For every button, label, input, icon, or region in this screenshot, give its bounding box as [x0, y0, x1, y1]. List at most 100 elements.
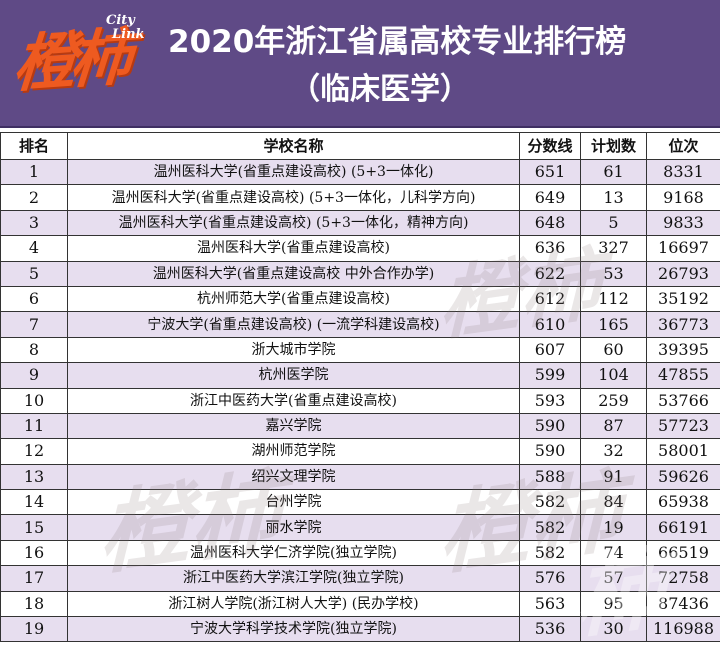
score-cell: 582: [519, 539, 581, 567]
school-name-cell: 温州医科大学仁济学院(独立学院): [67, 539, 520, 567]
rank-cell: 19: [0, 616, 68, 643]
rank-cell: 4: [0, 235, 68, 262]
table-row: 2 温州医科大学(省重点建设高校) (5+3一体化，儿科学方向) 649 13 9168: [0, 184, 720, 211]
logo: 橙柿 City Link: [8, 8, 158, 118]
rank-cell: 8: [0, 336, 68, 364]
rank-cell: 14: [0, 489, 68, 516]
plan-cell: 61: [580, 158, 647, 186]
score-cell: 607: [519, 336, 581, 364]
school-name-cell: 温州医科大学(省重点建设高校) (5+3一体化，儿科学方向): [67, 184, 520, 211]
score-cell: 576: [519, 565, 581, 592]
school-name-cell: 温州医科大学(省重点建设高校) (5+3一体化): [67, 158, 520, 186]
position-cell: 36773: [646, 311, 720, 338]
rank-cell: 12: [0, 438, 68, 465]
plan-cell: 95: [580, 590, 647, 618]
position-cell: 9168: [646, 184, 720, 211]
score-cell: 636: [519, 235, 581, 262]
rank-cell: 10: [0, 387, 68, 414]
position-cell: 39395: [646, 336, 720, 364]
rank-cell: 9: [0, 362, 68, 389]
rank-cell: 13: [0, 463, 68, 491]
rank-cell: 2: [0, 184, 68, 211]
position-cell: 9833: [646, 209, 720, 237]
school-name-cell: 宁波大学(省重点建设高校) (一流学科建设高校): [67, 311, 520, 338]
rank-cell: 11: [0, 412, 68, 440]
plan-cell: 259: [580, 387, 647, 414]
score-cell: 536: [519, 616, 581, 643]
table-body: 1 温州医科大学(省重点建设高校) (5+3一体化) 651 61 8331 2 温州医科大…: [0, 158, 720, 643]
score-cell: 612: [519, 285, 581, 313]
school-name-cell: 温州医科大学(省重点建设高校): [67, 235, 520, 262]
score-cell: 649: [519, 184, 581, 211]
table-row: 12 湖州师范学院 590 32 58001: [0, 438, 720, 465]
score-cell: 582: [519, 514, 581, 541]
plan-cell: 104: [580, 362, 647, 389]
score-cell: 593: [519, 387, 581, 414]
column-header-position: 位次: [646, 132, 720, 160]
school-name-cell: 浙大城市学院: [67, 336, 520, 364]
school-name-cell: 杭州医学院: [67, 362, 520, 389]
rank-cell: 7: [0, 311, 68, 338]
table-row: 3 温州医科大学(省重点建设高校) (5+3一体化，精神方向) 648 5 9833: [0, 209, 720, 237]
column-header-rank: 排名: [0, 132, 68, 160]
position-cell: 59626: [646, 463, 720, 491]
table-row: 17 浙江中医药大学滨江学院(独立学院) 576 57 72758: [0, 565, 720, 592]
table-row: 7 宁波大学(省重点建设高校) (一流学科建设高校) 610 165 36773: [0, 311, 720, 338]
plan-cell: 57: [580, 565, 647, 592]
plan-cell: 91: [580, 463, 647, 491]
plan-cell: 32: [580, 438, 647, 465]
school-name-cell: 台州学院: [67, 489, 520, 516]
table-row: 14 台州学院 582 84 65938: [0, 489, 720, 516]
plan-cell: 53: [580, 260, 647, 287]
score-cell: 610: [519, 311, 581, 338]
rank-cell: 5: [0, 260, 68, 287]
table-row: 8 浙大城市学院 607 60 39395: [0, 336, 720, 364]
score-cell: 588: [519, 463, 581, 491]
position-cell: 57723: [646, 412, 720, 440]
table-row: 6 杭州师范大学(省重点建设高校) 612 112 35192: [0, 285, 720, 313]
score-cell: 590: [519, 412, 581, 440]
school-name-cell: 宁波大学科学技术学院(独立学院): [67, 616, 520, 643]
plan-cell: 5: [580, 209, 647, 237]
table-row: 10 浙江中医药大学(省重点建设高校) 593 259 53766: [0, 387, 720, 414]
table-row: 16 温州医科大学仁济学院(独立学院) 582 74 66519: [0, 539, 720, 567]
score-cell: 590: [519, 438, 581, 465]
rank-cell: 18: [0, 590, 68, 618]
score-cell: 599: [519, 362, 581, 389]
plan-cell: 165: [580, 311, 647, 338]
school-name-cell: 嘉兴学院: [67, 412, 520, 440]
position-cell: 65938: [646, 489, 720, 516]
position-cell: 66191: [646, 514, 720, 541]
plan-cell: 87: [580, 412, 647, 440]
position-cell: 116988: [646, 616, 720, 643]
page-title: 2020年浙江省属高校专业排行榜: [168, 24, 627, 60]
column-header-score: 分数线: [519, 132, 581, 160]
school-name-cell: 杭州师范大学(省重点建设高校): [67, 285, 520, 313]
ranking-table: 排名 学校名称 分数线 计划数 位次 1 温州医科大学(省重点建设高校) (5+3…: [0, 132, 720, 643]
plan-cell: 84: [580, 489, 647, 516]
score-cell: 622: [519, 260, 581, 287]
school-name-cell: 绍兴文理学院: [67, 463, 520, 491]
table-row: 9 杭州医学院 599 104 47855: [0, 362, 720, 389]
school-name-cell: 浙江中医药大学(省重点建设高校): [67, 387, 520, 414]
rank-cell: 6: [0, 285, 68, 313]
column-header-school: 学校名称: [67, 132, 520, 160]
plan-cell: 30: [580, 616, 647, 643]
plan-cell: 327: [580, 235, 647, 262]
position-cell: 16697: [646, 235, 720, 262]
table-row: 1 温州医科大学(省重点建设高校) (5+3一体化) 651 61 8331: [0, 158, 720, 186]
table-row: 5 温州医科大学(省重点建设高校 中外合作办学) 622 53 26793: [0, 260, 720, 287]
position-cell: 26793: [646, 260, 720, 287]
table-header-row: 排名 学校名称 分数线 计划数 位次: [0, 132, 720, 160]
rank-cell: 17: [0, 565, 68, 592]
position-cell: 72758: [646, 565, 720, 592]
school-name-cell: 浙江树人学院(浙江树人大学) (民办学校): [67, 590, 520, 618]
school-name-cell: 湖州师范学院: [67, 438, 520, 465]
table-row: 11 嘉兴学院 590 87 57723: [0, 412, 720, 440]
position-cell: 8331: [646, 158, 720, 186]
logo-link-text: Link: [112, 27, 145, 42]
page-subtitle: （临床医学）: [290, 72, 470, 107]
header-banner: 橙柿 City Link 2020年浙江省属高校专业排行榜 （临床医学）: [0, 0, 720, 128]
table-row: 4 温州医科大学(省重点建设高校) 636 327 16697: [0, 235, 720, 262]
rank-cell: 16: [0, 539, 68, 567]
